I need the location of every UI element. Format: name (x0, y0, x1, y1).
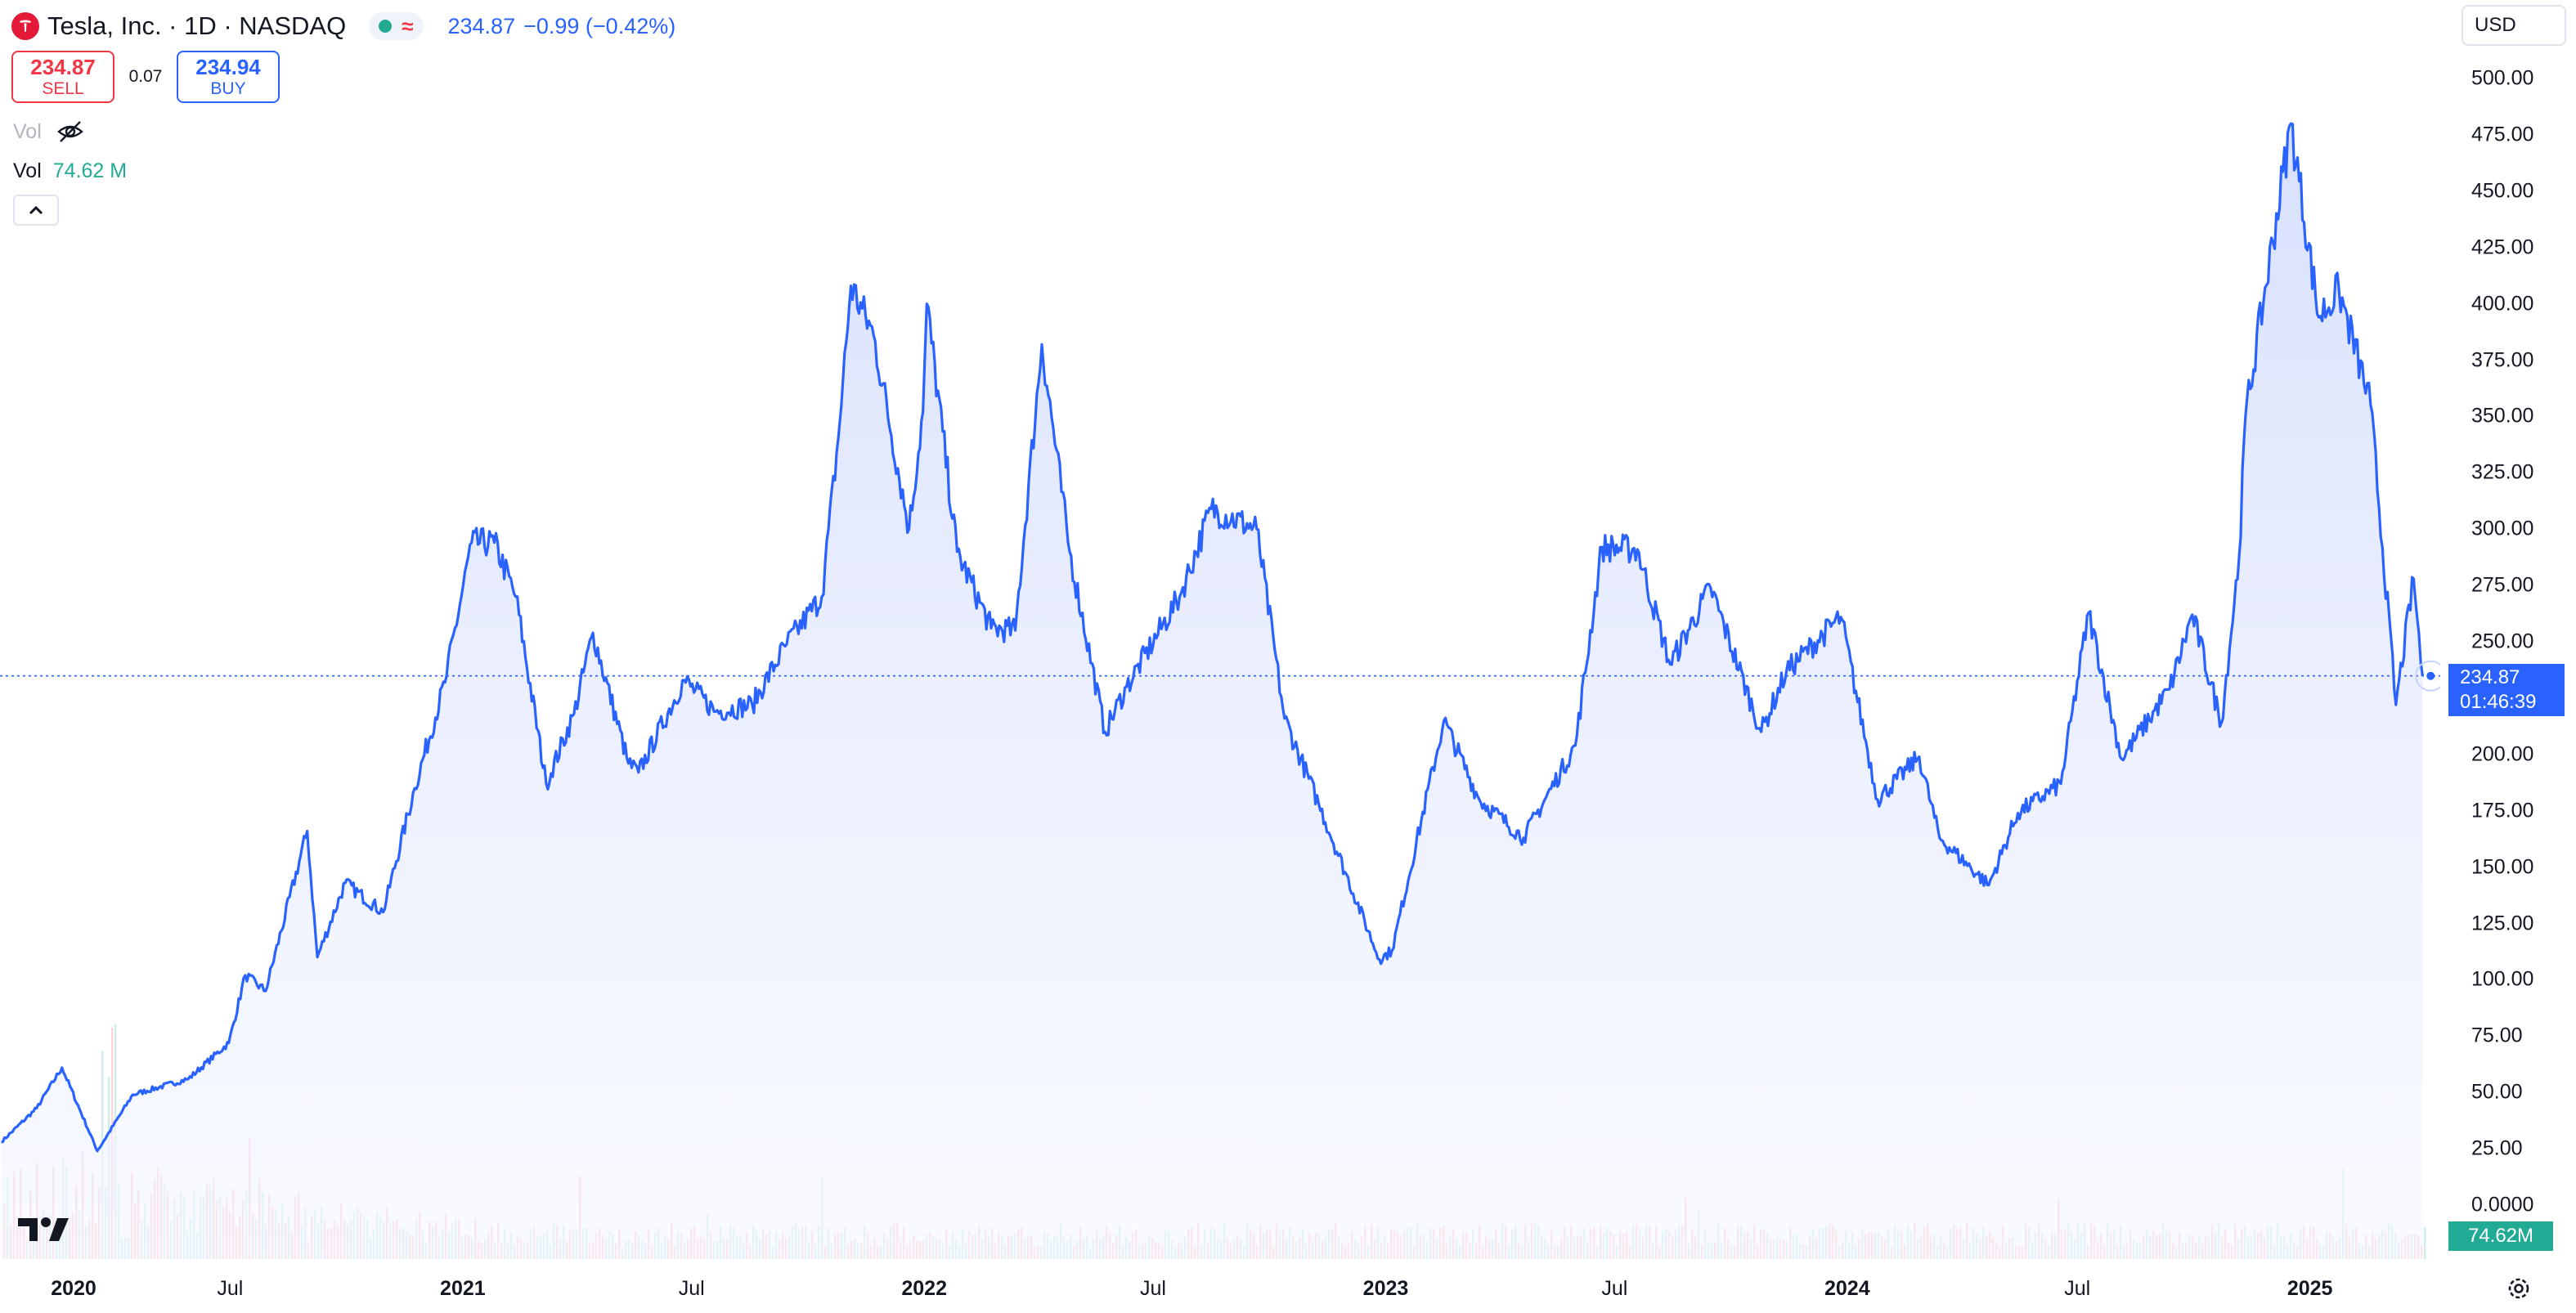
currency-select[interactable]: USD (2462, 5, 2566, 46)
time-tick-label: Jul (2064, 1277, 2091, 1300)
price-tick-label: 425.00 (2471, 235, 2534, 259)
buy-button[interactable]: 234.94 BUY (177, 51, 280, 103)
eye-off-icon[interactable] (56, 119, 84, 144)
price-tick-label: 150.00 (2471, 855, 2534, 879)
spread-value: 0.07 (128, 67, 163, 86)
data-delay-icon: ≈ (402, 13, 414, 38)
price-chart[interactable] (0, 0, 2440, 1259)
volume-value: 74.62 M (52, 159, 128, 182)
price-tick-label: 75.00 (2471, 1024, 2523, 1047)
buy-price: 234.94 (195, 55, 261, 79)
volume-bar (2424, 1226, 2426, 1259)
price-tick-label: 25.00 (2471, 1136, 2523, 1160)
price-tick-label: 375.00 (2471, 348, 2534, 371)
hidden-volume-legend[interactable]: Vol (13, 118, 84, 146)
time-tick-label: Jul (1140, 1277, 1166, 1300)
sell-button[interactable]: 234.87 SELL (11, 51, 114, 103)
collapse-legend-button[interactable] (13, 195, 59, 226)
last-price-dot (2426, 671, 2435, 680)
price-tick-label: 0.0000 (2471, 1193, 2534, 1217)
countdown-timer: 01:46:39 (2460, 691, 2537, 713)
symbol-legend: Tesla, Inc. · 1D · NASDAQ ≈ 234.87 −0.99… (11, 10, 675, 43)
price-tick-label: 350.00 (2471, 404, 2534, 428)
time-tick-label: 2020 (51, 1277, 96, 1300)
price-tick-label: 500.00 (2471, 66, 2534, 90)
time-tick-label: 2022 (901, 1277, 947, 1300)
price-tick-label: 475.00 (2471, 123, 2534, 146)
trade-buttons: 234.87 SELL 0.07 234.94 BUY (11, 51, 280, 103)
price-tick-label: 100.00 (2471, 967, 2534, 991)
tradingview-logo-icon (18, 1217, 69, 1241)
time-tick-label: 2025 (2287, 1277, 2333, 1300)
time-tick-label: Jul (217, 1277, 244, 1300)
sell-label: SELL (42, 79, 84, 98)
price-tick-label: 450.00 (2471, 179, 2534, 203)
price-line (1, 122, 2424, 1153)
time-tick-label: 2024 (1824, 1277, 1870, 1300)
last-price-flag-value: 234.87 (2460, 666, 2520, 688)
price-tick-label: 325.00 (2471, 460, 2534, 484)
price-tick-label: 175.00 (2471, 799, 2534, 822)
price-area (1, 123, 2423, 1259)
time-tick-label: Jul (1601, 1277, 1628, 1300)
hidden-volume-label: Vol (13, 119, 42, 143)
price-tick-label: 400.00 (2471, 292, 2534, 316)
chevron-up-icon (29, 205, 43, 215)
time-axis[interactable]: 2020 Jul 2021 Jul 2022 Jul 2023 Jul 2024 Jul 2025 (0, 1262, 2440, 1313)
price-tick-label: 200.00 (2471, 742, 2534, 766)
price-tick-label: 300.00 (2471, 517, 2534, 540)
market-status-pill[interactable]: ≈ (369, 12, 424, 40)
price-tick-label: 50.00 (2471, 1080, 2523, 1104)
gear-icon (2508, 1278, 2529, 1299)
buy-label: BUY (210, 79, 246, 98)
time-tick-label: 2021 (440, 1277, 486, 1300)
tradingview-logo[interactable] (16, 1215, 70, 1244)
price-tick-label: 125.00 (2471, 912, 2534, 934)
last-price-label: 234.87 01:46:39 (2448, 664, 2565, 716)
time-tick-label: 2023 (1362, 1277, 1409, 1300)
last-price-ring (2415, 660, 2440, 692)
volume-legend[interactable]: Vol 74.62 M (13, 157, 127, 185)
price-change: −0.99 (−0.42%) (523, 13, 676, 38)
sell-price: 234.87 (30, 55, 96, 79)
volume-flag: 74.62M (2448, 1221, 2553, 1251)
time-tick-label: Jul (678, 1277, 705, 1300)
settings-button[interactable] (2502, 1272, 2535, 1305)
volume-label: Vol (13, 159, 42, 182)
symbol-title[interactable]: Tesla, Inc. · 1D · NASDAQ (47, 11, 347, 40)
market-open-icon (379, 20, 393, 33)
price-tick-label: 275.00 (2471, 573, 2534, 597)
price-axis[interactable]: 500.00 475.00 450.00 425.00 400.00 375.00 350.… (2440, 0, 2576, 1259)
price-tick-label: 250.00 (2471, 630, 2534, 653)
tesla-logo-icon (11, 12, 39, 40)
last-price: 234.87 (447, 13, 516, 38)
